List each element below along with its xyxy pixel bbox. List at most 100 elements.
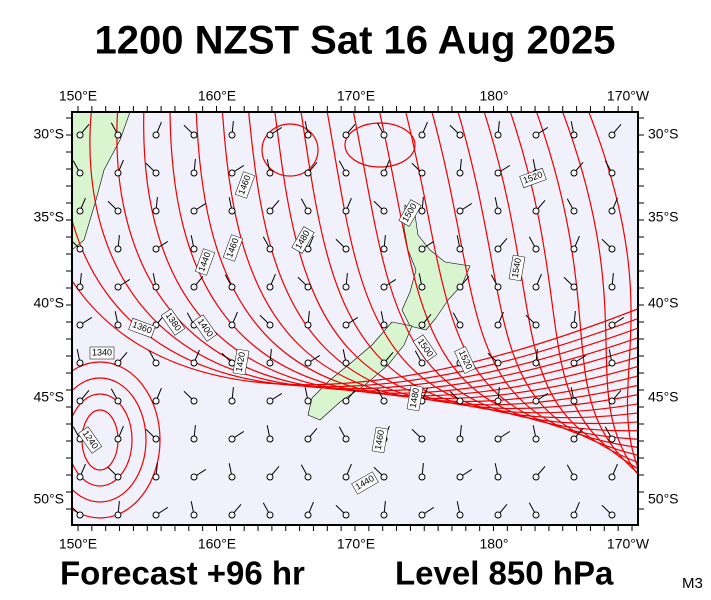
land	[72, 112, 471, 421]
wind-barb	[418, 273, 426, 291]
barb-station	[494, 283, 502, 291]
wind-barb	[342, 123, 356, 139]
contour-line	[89, 112, 638, 390]
barb-station	[608, 131, 616, 139]
wind-barb	[228, 311, 238, 329]
barb-station	[532, 283, 540, 291]
contour-line	[326, 112, 638, 419]
barb-station	[456, 131, 464, 139]
contour-label-box	[398, 199, 422, 227]
contour-label-box	[160, 308, 186, 336]
barb-station	[418, 321, 426, 329]
barb-station	[152, 245, 160, 253]
wind-barb	[190, 425, 198, 443]
contour-line	[72, 217, 638, 388]
contour-line	[143, 112, 638, 394]
wind-barb	[528, 236, 540, 253]
barb-station	[570, 131, 578, 139]
barb-station	[494, 359, 502, 367]
contour-label-text: 1420	[234, 351, 247, 372]
wind-barb	[145, 162, 160, 177]
contour-line	[221, 112, 638, 402]
wind-barb	[114, 425, 124, 443]
barb-station	[152, 169, 160, 177]
contour-label-box	[222, 234, 244, 262]
barb-station	[266, 169, 274, 177]
barb-station	[418, 473, 426, 481]
barb-station	[608, 397, 616, 405]
barb-station	[570, 511, 578, 519]
barb-station	[532, 131, 540, 139]
barb-station	[114, 245, 122, 253]
wind-barb	[566, 198, 578, 215]
contour-label-box	[194, 248, 216, 276]
contour-line	[509, 112, 638, 470]
contour-label: 1480	[406, 384, 424, 412]
wind-barb	[228, 387, 236, 405]
wind-barb	[335, 504, 350, 519]
wind-barb	[190, 159, 198, 177]
wind-barb	[608, 463, 618, 481]
wind-barb	[221, 352, 236, 367]
barb-station	[494, 131, 502, 139]
contour-line	[431, 112, 638, 448]
barb-station	[570, 435, 578, 443]
wind-barb	[266, 273, 276, 291]
wind-barb	[148, 350, 160, 367]
wind-barb	[183, 390, 198, 405]
barb-station	[494, 473, 502, 481]
barb-station	[190, 283, 198, 291]
contour-label: 1460	[222, 234, 244, 262]
barb-station	[456, 397, 464, 405]
contour-labels: 1460148014601440152015001540140013801360…	[77, 167, 547, 495]
barb-station	[304, 511, 312, 519]
lon-label-bottom: 150°E	[59, 536, 97, 552]
wind-barb	[152, 197, 160, 215]
contour-line	[561, 112, 638, 476]
wind-barb	[338, 160, 350, 177]
wind-barb	[304, 161, 318, 177]
contour-line	[300, 112, 638, 414]
barb-station	[380, 321, 388, 329]
wind-barb	[601, 504, 616, 519]
wind-barb	[114, 501, 122, 519]
barb-station	[190, 359, 198, 367]
wind-barb	[342, 463, 352, 481]
barb-station	[532, 207, 540, 215]
barb-station	[608, 245, 616, 253]
wind-barb	[380, 159, 390, 177]
wind-barb	[228, 197, 236, 215]
barb-station	[190, 169, 198, 177]
lon-label-top: 170°W	[607, 88, 650, 104]
contour-label-box	[128, 317, 156, 339]
barb-station	[494, 169, 502, 177]
wind-barb	[152, 463, 160, 481]
wind-barb	[452, 312, 464, 329]
barb-station	[76, 169, 84, 177]
contour-line	[248, 112, 638, 406]
wind-barb	[76, 197, 86, 215]
barb-station	[608, 435, 616, 443]
barb-station	[266, 473, 274, 481]
contour-label: 1460	[371, 426, 389, 454]
barb-station	[266, 283, 274, 291]
wind-barb	[72, 240, 84, 253]
wind-barb	[566, 464, 578, 481]
wind-barb	[190, 349, 200, 367]
wind-barb	[570, 427, 584, 443]
barb-station	[570, 397, 578, 405]
contour-label: 1360	[128, 317, 156, 339]
wind-barb	[494, 121, 502, 139]
wind-barbs	[72, 121, 625, 519]
wind-barb	[376, 388, 388, 405]
wind-barb	[456, 235, 464, 253]
barb-station	[152, 511, 160, 519]
wind-barb	[110, 122, 122, 139]
wind-barb	[532, 349, 540, 367]
contour-label-box	[508, 254, 526, 282]
wind-barb	[608, 349, 616, 367]
contour-label-box	[291, 226, 315, 254]
barb-station	[266, 511, 274, 519]
contour-label-text: 1460	[373, 429, 386, 450]
contour-label-box	[234, 171, 256, 199]
